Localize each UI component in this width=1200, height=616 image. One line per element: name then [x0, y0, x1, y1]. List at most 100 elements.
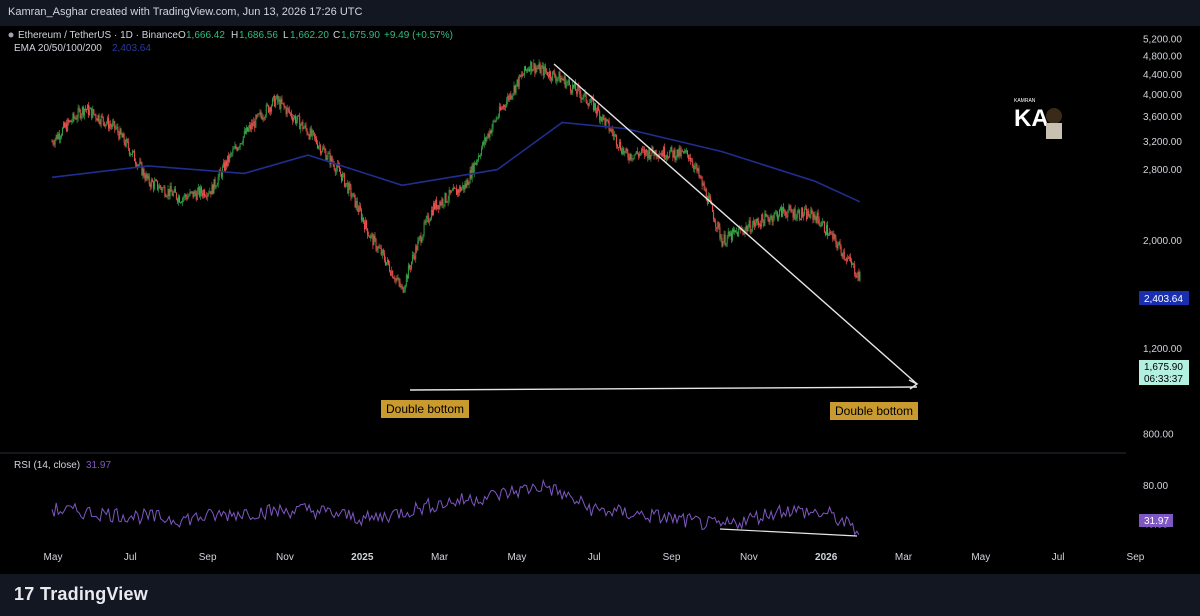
- candle-body: [377, 246, 379, 250]
- candle-body: [407, 265, 409, 279]
- candle-body: [76, 118, 78, 120]
- candle-body: [84, 108, 86, 110]
- candle-body: [652, 146, 654, 153]
- candle-body: [706, 199, 708, 204]
- candle-body: [372, 234, 374, 246]
- candle-body: [207, 193, 209, 198]
- descending-trendline[interactable]: [553, 63, 918, 385]
- candle-body: [211, 184, 213, 195]
- candle-body: [216, 184, 218, 187]
- candle-body: [318, 146, 320, 149]
- candle-body: [66, 123, 68, 132]
- candle-body: [389, 264, 391, 272]
- candle-body: [774, 212, 776, 214]
- legend: Ethereum / TetherUS · 1D · Binance O 1,6…: [8, 30, 453, 54]
- candle-body: [522, 74, 524, 76]
- candle-body: [469, 170, 471, 184]
- candle-body: [330, 156, 332, 165]
- candle-body: [175, 192, 177, 199]
- candle-body: [850, 257, 852, 261]
- candle-body: [460, 186, 462, 192]
- candle-body: [319, 145, 321, 147]
- candle-body: [847, 258, 849, 259]
- candle-body: [392, 270, 394, 278]
- candle-body: [505, 106, 507, 108]
- candle-body: [454, 188, 456, 190]
- candle-body: [561, 78, 563, 80]
- candle-body: [204, 190, 206, 197]
- price-tick-label: 4,800.00: [1143, 51, 1182, 62]
- candle-body: [841, 253, 843, 257]
- candle-body: [544, 66, 546, 72]
- candle-body: [121, 134, 123, 138]
- chart-svg[interactable]: Ethereum / TetherUS · 1D · Binance O 1,6…: [0, 26, 1200, 574]
- candle-body: [845, 259, 847, 261]
- price-axis[interactable]: 5,200.00 4,800.00 4,400.00 4,000.00 3,600.00…: [1143, 35, 1182, 531]
- candle-body: [608, 120, 610, 131]
- candle-body: [446, 201, 448, 203]
- chart-pane[interactable]: Ethereum / TetherUS · 1D · Binance O 1,6…: [0, 26, 1200, 574]
- candle-body: [579, 87, 581, 95]
- time-axis[interactable]: May Jul Sep Nov 2025 Mar May Jul Sep Nov 2026 Mar Ma…: [44, 552, 1145, 563]
- rsi-divergence-trendline[interactable]: [719, 528, 858, 537]
- candle-body: [445, 192, 447, 203]
- candle-body: [141, 162, 143, 176]
- candle-body: [791, 211, 793, 213]
- candle-body: [149, 183, 151, 188]
- candle-body: [588, 102, 590, 107]
- candle-body: [147, 175, 149, 179]
- candle-body: [556, 78, 558, 82]
- candle-body: [137, 164, 139, 168]
- candle-body: [195, 193, 197, 200]
- candle-body: [68, 119, 70, 123]
- candle-body: [846, 258, 848, 261]
- candle-body: [438, 205, 440, 209]
- price-tick-label: 2,000.00: [1143, 236, 1182, 247]
- candle-body: [619, 141, 621, 148]
- candle-body: [610, 129, 612, 131]
- candle-body: [98, 115, 100, 123]
- candle-body: [251, 123, 253, 130]
- attribution-bar: Kamran_Asghar created with TradingView.c…: [0, 0, 1200, 26]
- candle-body: [553, 71, 555, 73]
- candle-body: [627, 152, 629, 158]
- double-bottom-label-right[interactable]: Double bottom: [830, 402, 919, 420]
- candle-body: [272, 98, 274, 106]
- candle-body: [780, 207, 782, 210]
- candle-body: [524, 66, 526, 71]
- candle-body: [794, 208, 796, 220]
- candle-body: [543, 66, 545, 76]
- candle-body: [133, 150, 135, 152]
- double-bottom-label-left[interactable]: Double bottom: [381, 400, 470, 418]
- price-tick-label: 800.00: [1143, 430, 1174, 441]
- candle-body: [282, 103, 284, 105]
- candle-body: [202, 193, 204, 197]
- candle-body: [301, 121, 303, 125]
- candle-body: [253, 121, 255, 127]
- candle-body: [154, 180, 156, 182]
- time-tick-label: Nov: [276, 552, 294, 563]
- candle-body: [209, 191, 211, 194]
- candle-body: [644, 149, 646, 156]
- candle-body: [134, 150, 136, 162]
- support-trendline[interactable]: [409, 386, 918, 391]
- candle-body: [450, 190, 452, 193]
- candle-body: [72, 113, 74, 122]
- candle-body: [700, 176, 702, 178]
- candle-body: [558, 72, 560, 78]
- tradingview-logo[interactable]: 17 TradingView: [14, 584, 148, 605]
- ohlc-low: 1,662.20: [290, 30, 329, 41]
- candle-body: [634, 154, 636, 155]
- candle-body: [727, 231, 729, 237]
- candle-body: [261, 115, 263, 120]
- candle-body: [796, 212, 798, 218]
- time-tick-label: Mar: [895, 552, 913, 563]
- tradingview-brand: TradingView: [40, 584, 148, 604]
- candle-body: [307, 134, 309, 135]
- candle-body: [70, 120, 72, 123]
- candle-body: [773, 212, 775, 219]
- candle-body: [263, 117, 265, 119]
- candle-body: [748, 220, 750, 227]
- candle-body: [496, 118, 498, 119]
- candle-body: [373, 235, 375, 246]
